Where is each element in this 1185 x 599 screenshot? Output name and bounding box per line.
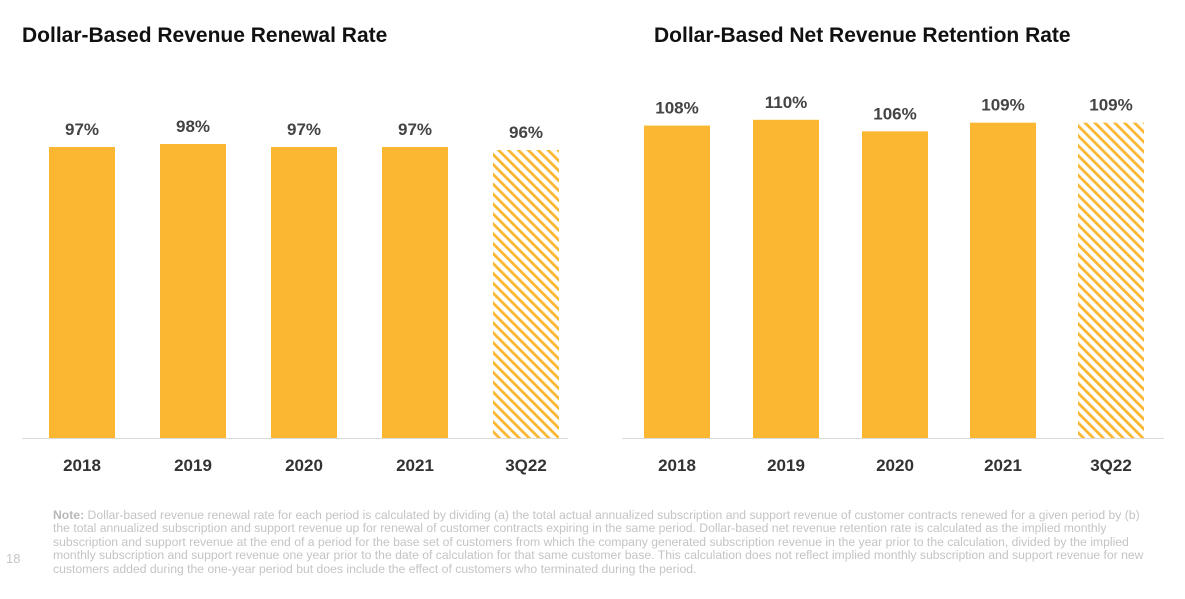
footnote-text: Dollar-based revenue renewal rate for ea…: [53, 508, 1144, 576]
x-tick-label-2018: 2018: [658, 456, 696, 475]
bar-3Q22: [493, 150, 559, 438]
data-label-2021: 97%: [398, 120, 432, 139]
x-tick-label-2021: 2021: [984, 456, 1022, 475]
chart-title-renewal-rate: Dollar-Based Revenue Renewal Rate: [22, 24, 388, 47]
data-label-2020: 97%: [287, 120, 321, 139]
bar-2019: [160, 144, 226, 438]
bar-2020: [862, 131, 928, 438]
bar-3Q22: [1078, 122, 1144, 438]
x-tick-label-2018: 2018: [63, 456, 101, 475]
x-tick-label-3Q22: 3Q22: [1090, 456, 1132, 475]
data-label-3Q22: 109%: [1089, 96, 1132, 115]
data-label-2019: 110%: [765, 93, 808, 112]
bar-2021: [970, 122, 1036, 438]
data-label-2018: 97%: [65, 120, 99, 139]
net-retention-rate-chart: 108% 2018 110% 2019 106% 2020 109% 2021 109% 3Q22: [622, 93, 1164, 475]
page-number: 18: [6, 551, 21, 566]
data-label-3Q22: 96%: [509, 123, 543, 142]
x-tick-label-2021: 2021: [396, 456, 434, 475]
x-tick-label-2019: 2019: [767, 456, 805, 475]
bar-2021: [382, 147, 448, 438]
data-label-2018: 108%: [655, 99, 698, 118]
data-label-2021: 109%: [981, 96, 1024, 115]
data-label-2019: 98%: [176, 117, 210, 136]
bar-2019: [753, 119, 819, 439]
bar-2020: [271, 147, 337, 438]
data-label-2020: 106%: [873, 104, 916, 123]
x-tick-label-2020: 2020: [876, 456, 914, 475]
x-tick-label-2019: 2019: [174, 456, 212, 475]
chart-title-net-retention-rate: Dollar-Based Net Revenue Retention Rate: [654, 24, 1071, 47]
bar-2018: [49, 147, 115, 438]
bar-charts: 97% 2018 98% 2019 97% 2020 97% 2021 96% 3Q22 108%…: [22, 93, 1164, 475]
x-tick-label-3Q22: 3Q22: [505, 456, 547, 475]
renewal-rate-chart: 97% 2018 98% 2019 97% 2020 97% 2021 96% 3Q22: [22, 117, 568, 475]
bar-2018: [644, 125, 710, 439]
footnote-label: Note:: [53, 508, 85, 522]
x-tick-label-2020: 2020: [285, 456, 323, 475]
footnote: Note: Dollar-based revenue renewal rate …: [53, 508, 1153, 576]
